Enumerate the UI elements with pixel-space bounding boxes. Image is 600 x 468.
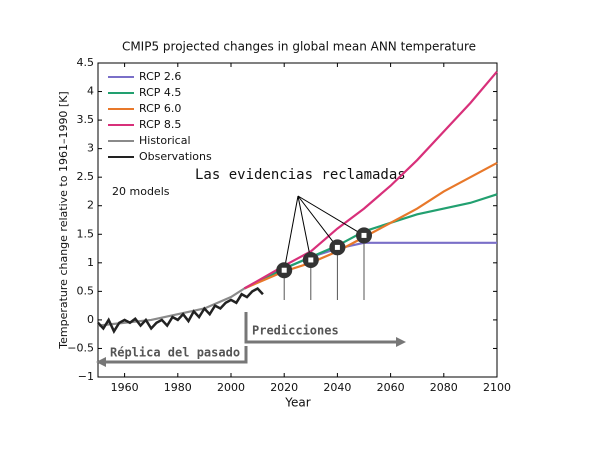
legend-label: Observations bbox=[139, 150, 212, 163]
highlight-core bbox=[281, 267, 287, 273]
x-tick-label: 2020 bbox=[270, 381, 298, 394]
y-tick-label: 3 bbox=[87, 142, 94, 155]
past-label: Réplica del pasado bbox=[110, 346, 240, 360]
y-tick-label: 1.5 bbox=[77, 227, 95, 240]
y-tick-label: 4 bbox=[87, 85, 94, 98]
y-tick-label: 4.5 bbox=[77, 56, 95, 69]
y-tick-label: 0.5 bbox=[77, 284, 95, 297]
plot-frame bbox=[97, 62, 498, 378]
legend-label: RCP 6.0 bbox=[139, 102, 181, 115]
y-tick-label: 0 bbox=[87, 313, 94, 326]
x-tick-label: 2040 bbox=[323, 381, 351, 394]
x-tick-label: 2080 bbox=[430, 381, 458, 394]
series-line bbox=[97, 286, 264, 334]
x-tick-label: 1980 bbox=[164, 381, 192, 394]
future-arrow bbox=[244, 312, 398, 344]
y-tick-label: 3.5 bbox=[77, 113, 95, 126]
x-axis-label: Year bbox=[284, 396, 310, 410]
y-tick-label: 2.5 bbox=[77, 170, 95, 183]
highlight-core bbox=[361, 232, 367, 238]
highlight-core bbox=[334, 244, 340, 250]
past-arrow bbox=[104, 346, 248, 364]
pointer-line bbox=[297, 195, 312, 261]
legend-label: RCP 8.5 bbox=[139, 118, 181, 131]
x-tick-label: 1960 bbox=[111, 381, 139, 394]
series-line bbox=[243, 70, 498, 290]
x-tick-label: 2100 bbox=[483, 381, 511, 394]
pointer-line bbox=[297, 195, 338, 248]
series-line bbox=[97, 287, 245, 327]
pointer-line bbox=[297, 195, 365, 236]
future-label: Predicciones bbox=[252, 324, 339, 338]
chart-title: CMIP5 projected changes in global mean A… bbox=[122, 40, 476, 54]
pointer-line bbox=[283, 195, 299, 271]
future-arrow-head bbox=[396, 337, 406, 347]
highlight-label: Las evidencias reclamadas bbox=[195, 167, 406, 183]
series-line bbox=[243, 193, 498, 290]
y-tick-label: 1 bbox=[87, 256, 94, 269]
past-arrow-head bbox=[96, 357, 106, 367]
x-tick-label: 2000 bbox=[217, 381, 245, 394]
y-tick-label: −1 bbox=[78, 370, 94, 383]
highlight-core bbox=[308, 257, 314, 263]
models-note: 20 models bbox=[112, 185, 170, 198]
legend-label: RCP 4.5 bbox=[139, 86, 181, 99]
legend-label: Historical bbox=[139, 134, 191, 147]
x-tick-label: 2060 bbox=[377, 381, 405, 394]
legend-label: RCP 2.6 bbox=[139, 70, 181, 83]
series-line bbox=[243, 161, 498, 290]
y-tick-label: 2 bbox=[87, 199, 94, 212]
y-axis-label: Temperature change relative to 1961–1990… bbox=[57, 91, 70, 349]
y-tick-label: −0.5 bbox=[67, 341, 94, 354]
